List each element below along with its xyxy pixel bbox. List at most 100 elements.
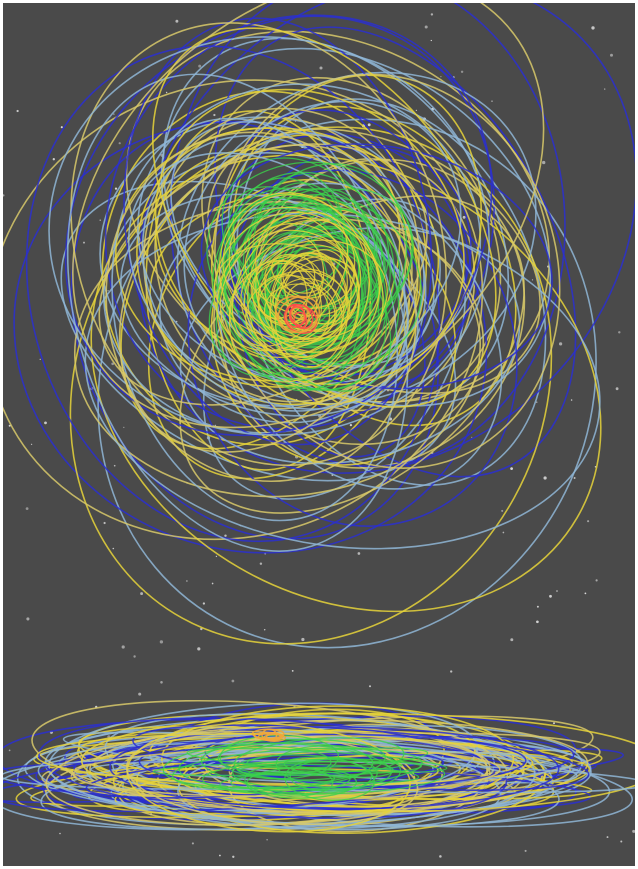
star [113,464,116,467]
orbit-path [219,217,356,352]
orbit-path [73,200,482,498]
star [559,342,563,346]
orbit-path [187,169,518,527]
star [159,640,164,644]
star [542,160,546,165]
star [553,722,555,725]
star [573,477,576,479]
star [211,582,214,585]
star [570,399,573,401]
star [415,109,418,111]
orbit-path [275,278,345,341]
star [259,562,263,565]
star [587,520,590,523]
star [471,436,473,438]
star [266,839,268,841]
star [440,75,442,78]
orbit-path [284,299,311,332]
star [424,25,428,29]
orbit-path [274,295,319,334]
star [502,531,505,534]
orbit-path [274,249,352,361]
star [549,594,552,598]
star [584,592,587,595]
star [618,331,621,334]
star [620,840,623,843]
star [291,670,294,672]
orbit-path [48,702,479,812]
star [133,655,136,658]
star [113,113,115,115]
star [543,476,547,480]
star [231,679,235,683]
star [215,555,218,558]
orbit-path [284,758,375,801]
star [186,580,188,582]
star [59,832,61,835]
orbit-path [247,188,376,308]
star [224,534,227,537]
star [263,629,266,631]
star [491,100,493,102]
orbit-path [231,754,373,795]
star [232,855,235,858]
star [202,602,206,605]
star [615,387,619,391]
star [301,637,305,642]
orbit-path [214,73,561,469]
orbit-path [253,245,379,349]
orbit-path [127,152,409,410]
star [214,424,217,427]
star [83,241,85,244]
star [197,647,201,651]
orbit-path [207,128,541,395]
star [610,53,613,57]
star [536,605,539,608]
orbit-path [80,712,635,813]
star [3,194,5,197]
star [462,215,466,219]
star [118,142,121,145]
star [213,113,216,117]
star [138,692,142,696]
star [531,279,534,281]
star [30,443,33,445]
star [52,158,55,161]
star [536,620,539,624]
orbit-path [257,274,318,328]
orbit-path [118,144,407,453]
orbit-path [3,736,575,812]
orbit-path [233,737,405,781]
orbit-path [264,260,308,325]
star [140,592,144,596]
star [39,358,41,360]
star [16,109,19,113]
star [107,289,109,292]
star [25,507,29,510]
star [219,854,221,857]
star [114,187,118,190]
orbit-path [72,3,545,429]
side-view-orbits [3,699,635,834]
orbit-path [125,30,551,403]
star [60,126,63,129]
orbit-path [261,728,278,742]
star [198,64,202,68]
star [367,123,371,127]
star [439,855,442,858]
orbit-path [31,699,509,815]
star [319,66,323,70]
star [450,670,453,673]
star [632,829,635,833]
star [501,509,504,512]
orbit-path [231,211,349,347]
star [103,521,106,525]
orbit-path [244,229,358,317]
star [556,590,558,592]
orbit-path [280,252,335,298]
star [430,39,432,42]
star [112,547,115,550]
star [8,749,11,752]
star [26,617,30,621]
star [430,13,434,16]
